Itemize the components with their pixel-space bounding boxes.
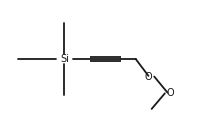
Text: O: O — [167, 88, 175, 98]
Text: Si: Si — [60, 54, 69, 64]
Text: O: O — [145, 72, 152, 81]
